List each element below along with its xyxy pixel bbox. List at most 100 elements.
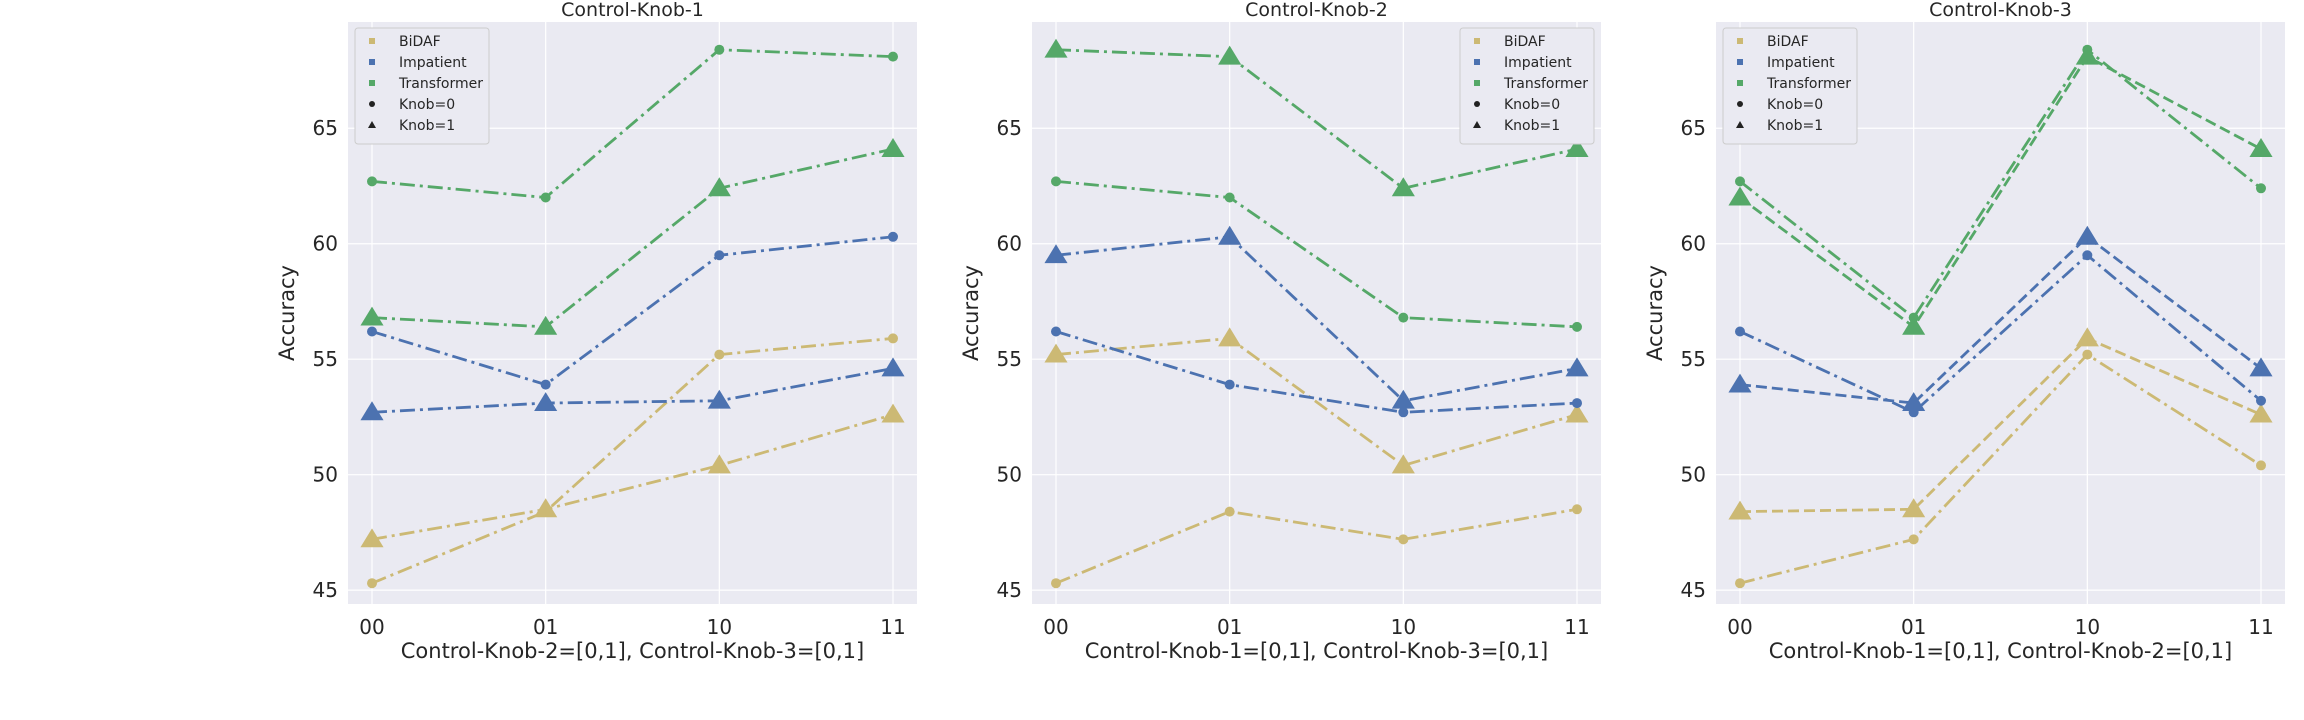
legend-swatch: [1474, 59, 1480, 65]
y-tick-label: 45: [313, 578, 338, 602]
y-tick-label: 65: [1681, 116, 1706, 140]
data-point: [534, 315, 558, 335]
legend-item-transformer: Transformer: [369, 76, 483, 92]
data-point: [2082, 250, 2093, 261]
data-point: [1902, 498, 1926, 518]
series-line: [1739, 253, 2262, 414]
series-bidaf-knob-0: [1735, 349, 2266, 589]
y-tick-label: 45: [1681, 578, 1706, 602]
legend-item-bidaf: BiDAF: [1474, 34, 1546, 50]
series-line: [1055, 507, 1578, 585]
circle-marker-icon: [1737, 101, 1743, 107]
chart-panel-1: 45 50 55 60 65 00 01 10 11 Control-Knob-1 Control-…: [275, 0, 917, 663]
series-bidaf-knob-1: [1728, 327, 2273, 520]
legend-label: BiDAF: [1504, 34, 1546, 50]
series-impatient-knob-0: [1051, 326, 1582, 418]
data-point: [1735, 176, 1745, 187]
data-point: [714, 44, 725, 55]
data-point: [2075, 45, 2099, 65]
series-transformer-knob-1: [1728, 45, 2273, 335]
y-tick-label: 50: [313, 463, 338, 487]
data-point: [534, 392, 558, 411]
y-tick-label: 55: [997, 347, 1022, 371]
legend-label: Transformer: [1503, 76, 1588, 92]
series-bidaf-knob-1: [1044, 327, 1589, 474]
series-line: [1739, 54, 2262, 329]
data-point: [534, 498, 558, 518]
legend-label: Transformer: [1766, 76, 1851, 92]
data-point: [1218, 327, 1242, 347]
legend-item-impatient: Impatient: [1474, 55, 1572, 71]
data-point: [2256, 460, 2266, 471]
data-point: [1224, 379, 1235, 390]
data-point: [881, 138, 905, 157]
circle-marker-icon: [369, 101, 375, 107]
data-point: [2249, 138, 2273, 157]
x-tick-label: 00: [1727, 615, 1752, 639]
data-point: [1224, 506, 1235, 517]
legend-box: [354, 27, 490, 145]
series-line: [371, 413, 894, 541]
data-point: [2256, 395, 2266, 406]
series-transformer-knob-0: [367, 44, 898, 203]
data-point: [707, 389, 731, 409]
y-tick-label: 60: [997, 232, 1022, 256]
x-tick-label: 11: [1564, 615, 1589, 639]
legend-label: Impatient: [399, 55, 467, 71]
data-point: [1572, 321, 1582, 332]
data-point: [1735, 578, 1745, 589]
y-axis-label: Accuracy: [1643, 265, 1667, 361]
data-point: [881, 403, 905, 423]
triangle-marker-icon: [1473, 121, 1481, 128]
x-tick-label: 01: [533, 615, 558, 639]
legend-label: Impatient: [1504, 55, 1572, 71]
series-transformer-knob-1: [1044, 38, 1589, 197]
series-impatient-knob-1: [1728, 225, 2273, 411]
legend: BiDAF Impatient Transformer Knob=0 Knob=1: [354, 27, 490, 145]
data-point: [1051, 578, 1061, 589]
data-point: [1398, 534, 1409, 545]
data-point: [1224, 192, 1235, 203]
data-point: [2256, 183, 2266, 194]
series-bidaf-knob-0: [1051, 504, 1582, 589]
legend-item-transformer: Transformer: [1474, 76, 1588, 92]
data-point: [360, 401, 384, 421]
legend-swatch: [369, 80, 375, 86]
y-tick-label: 65: [997, 116, 1022, 140]
data-point: [360, 528, 384, 548]
series-line: [1055, 235, 1578, 403]
data-point: [1051, 176, 1061, 187]
y-tick-label: 55: [313, 347, 338, 371]
legend-item-impatient: Impatient: [369, 55, 467, 71]
legend-label: Transformer: [398, 76, 483, 92]
legend-item-bidaf: BiDAF: [1737, 34, 1809, 50]
data-point: [367, 176, 377, 187]
data-point: [1391, 454, 1415, 474]
x-tick-label: 11: [2248, 615, 2273, 639]
series-line: [1739, 352, 2262, 585]
x-tick-label: 00: [359, 615, 384, 639]
data-point: [888, 231, 898, 242]
data-point: [540, 192, 551, 203]
series-line: [1739, 47, 2262, 320]
x-tick-label: 10: [1391, 615, 1416, 639]
data-point: [1728, 186, 1752, 206]
data-point: [707, 454, 731, 474]
data-point: [714, 349, 725, 360]
data-point: [1391, 389, 1415, 409]
series-impatient-knob-1: [1044, 225, 1589, 409]
x-axis-label: Control-Knob-2=[0,1], Control-Knob-3=[0,…: [401, 639, 864, 663]
triangle-marker-icon: [1736, 121, 1744, 128]
data-point: [1398, 312, 1409, 323]
legend-label: Knob=0: [399, 97, 455, 113]
legend-swatch: [1474, 80, 1480, 86]
series-impatient-knob-1: [360, 357, 905, 421]
data-point: [1044, 343, 1068, 363]
y-tick-label: 55: [1681, 347, 1706, 371]
legend-label: Knob=0: [1504, 97, 1560, 113]
data-point: [1051, 326, 1061, 337]
data-point: [1218, 225, 1242, 245]
data-point: [367, 326, 377, 337]
data-point: [1044, 244, 1068, 264]
chart-title: Control-Knob-3: [1929, 0, 2072, 21]
